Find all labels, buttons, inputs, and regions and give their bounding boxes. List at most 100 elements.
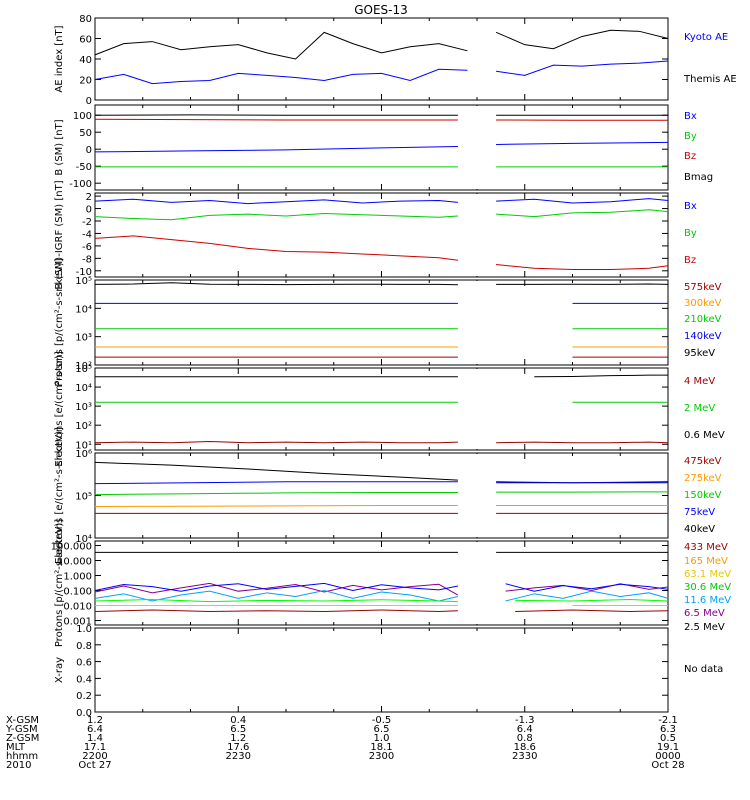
y-tick-label: 1.000: [63, 572, 92, 583]
series-line-2.5-MeV: [94, 609, 458, 612]
time-row-label: Z-GSM: [6, 733, 39, 744]
y-tick-label: 80: [79, 14, 92, 25]
data-gap: [473, 542, 492, 624]
y-tick-label: 10³: [75, 333, 92, 344]
time-row-value: 2300: [369, 751, 394, 762]
legend-entry: 4 MeV: [684, 376, 715, 387]
series-line-11.6-MeV: [94, 599, 458, 603]
time-row-value: 1.0: [374, 733, 390, 744]
y-axis-label: B (SM)-IGRF (SM) [nT]: [54, 180, 65, 289]
panel-7: 0.001 0.010 0.100 1.000 10.000 100.000Protons…: [51, 519, 732, 647]
panel-4: 10² 10³ 10⁴ 10⁵ Protons [p/(cm²-s-sr-keV)] 57…: [54, 258, 722, 386]
legend-entry: 165 MeV: [684, 556, 728, 567]
y-tick-label: 20: [79, 76, 92, 87]
time-axis-labels: X-GSM 1.2 0.4 -0.5 -1.3 -2.1 Y-GSM 6.4 6.5 6.5 6.4…: [5, 715, 685, 771]
y-axis-label: AE index [nT]: [54, 25, 65, 92]
panel-6: 10⁴ 10⁵ 10⁶ Electrons [e/(cm²-s-sr-keV)] 475…: [54, 427, 722, 564]
y-tick-label: 10⁴: [75, 534, 92, 545]
legend-entry: 150keV: [684, 490, 722, 501]
series-line-Themis-AE: [94, 31, 468, 60]
time-row-value: 0.8: [517, 733, 533, 744]
time-row-value: 0.5: [660, 733, 676, 744]
y-tick-label: -2: [82, 217, 92, 228]
y-tick-label: 2: [86, 192, 92, 203]
legend-entry: 2.5 MeV: [684, 622, 725, 633]
series-line-165-MeV: [505, 583, 669, 592]
y-tick-label: 0.2: [76, 691, 92, 702]
series-line-Bx: [496, 198, 669, 204]
series-line-30.6-MeV: [505, 590, 669, 602]
time-row-value: 1.2: [230, 733, 246, 744]
y-axis-label: Electrons [e/(cm²-s-sr-keV)]: [54, 427, 65, 564]
data-gap: [473, 369, 492, 449]
legend-entry: 575keV: [684, 282, 722, 293]
legend-entry: 11.6 MeV: [684, 595, 731, 606]
legend-entry: Kyoto AE: [684, 32, 728, 43]
legend-entry: 475keV: [684, 456, 722, 467]
y-tick-label: 10⁵: [75, 276, 92, 287]
series-line-63.1-MeV: [94, 582, 458, 592]
time-row-value: 19.1: [657, 742, 679, 753]
panel-1: 0 20 40 60 80 AE index [nT] Kyoto AE Themis AE: [54, 14, 737, 107]
legend-entry: Themis AE: [683, 74, 737, 85]
time-row-value: 2330: [512, 751, 537, 762]
series-line-0.6-MeV: [534, 374, 668, 378]
series-line-575keV: [94, 282, 458, 286]
y-axis-label: Protons [p/(cm²-s-sr-keV)]: [54, 519, 65, 647]
time-row-value: 2230: [226, 751, 251, 762]
y-axis-label: Electrons [e/(cm²-s-sr)]: [54, 351, 65, 467]
time-row-label: 2010: [6, 760, 31, 771]
y-tick-label: 10²: [75, 421, 92, 432]
y-tick-label: 10⁴: [75, 304, 92, 315]
legend-entry: 275keV: [684, 473, 722, 484]
time-row-value: 1.2: [87, 715, 103, 726]
time-row-value: 1.4: [87, 733, 103, 744]
series-line-Bx: [94, 198, 458, 205]
series-line-11.6-MeV: [515, 599, 669, 602]
y-tick-label: 10.000: [57, 557, 92, 568]
y-tick-label: 10⁵: [75, 492, 92, 503]
legend-entry: 2 MeV: [684, 403, 715, 414]
panel-2: -100 -50 0 50 100 B (SM) [nT] Bx By Bz Bmag: [54, 104, 713, 191]
y-tick-label: -8: [82, 254, 92, 265]
y-tick-label: 10⁴: [75, 383, 92, 394]
series-line-Kyoto-AE: [94, 68, 468, 85]
legend-entry: 140keV: [684, 331, 722, 342]
plot-title: GOES-13: [354, 3, 408, 17]
time-row-value: -1.3: [515, 715, 535, 726]
time-row-value: 18.1: [370, 742, 392, 753]
time-row-label: MLT: [6, 742, 26, 753]
time-row-label: Y-GSM: [5, 724, 38, 735]
y-tick-label: 50: [79, 128, 92, 139]
legend-entry: By: [684, 228, 697, 239]
data-gap: [473, 106, 492, 189]
y-tick-label: -4: [82, 229, 92, 240]
legend-entry: Bx: [684, 111, 697, 122]
series-line-By: [496, 209, 669, 218]
legend-entry: 95keV: [684, 348, 715, 359]
panel-frame: [94, 627, 669, 713]
y-tick-label: -50: [76, 162, 92, 173]
y-tick-label: 0.6: [76, 658, 92, 669]
y-tick-label: 1.0: [76, 624, 92, 635]
series-line-2.5-MeV: [515, 609, 669, 612]
series-line-Bz: [94, 145, 458, 153]
y-tick-label: 60: [79, 35, 92, 46]
legend-entry: 40keV: [684, 524, 715, 535]
time-row-value: 6.4: [87, 724, 103, 735]
legend-entry: 63.1 MeV: [684, 569, 731, 580]
time-row-label: X-GSM: [6, 715, 39, 726]
y-tick-label: 100: [73, 111, 92, 122]
time-row-value: 17.1: [84, 742, 106, 753]
series-line-4-MeV: [94, 440, 458, 444]
y-axis-label: Protons [p/(cm²-s-sr-keV)]: [54, 258, 65, 386]
series-line-75keV: [94, 505, 458, 508]
y-tick-label: 40: [79, 55, 92, 66]
time-row-value: 17.6: [227, 742, 249, 753]
y-tick-label: 0: [86, 96, 92, 107]
legend-entry: 75keV: [684, 507, 715, 518]
time-row-value: 18.6: [514, 742, 536, 753]
y-tick-label: 10¹: [75, 440, 92, 451]
time-row-value: 0.4: [230, 715, 246, 726]
y-axis-label: B (SM) [nT]: [54, 119, 65, 175]
